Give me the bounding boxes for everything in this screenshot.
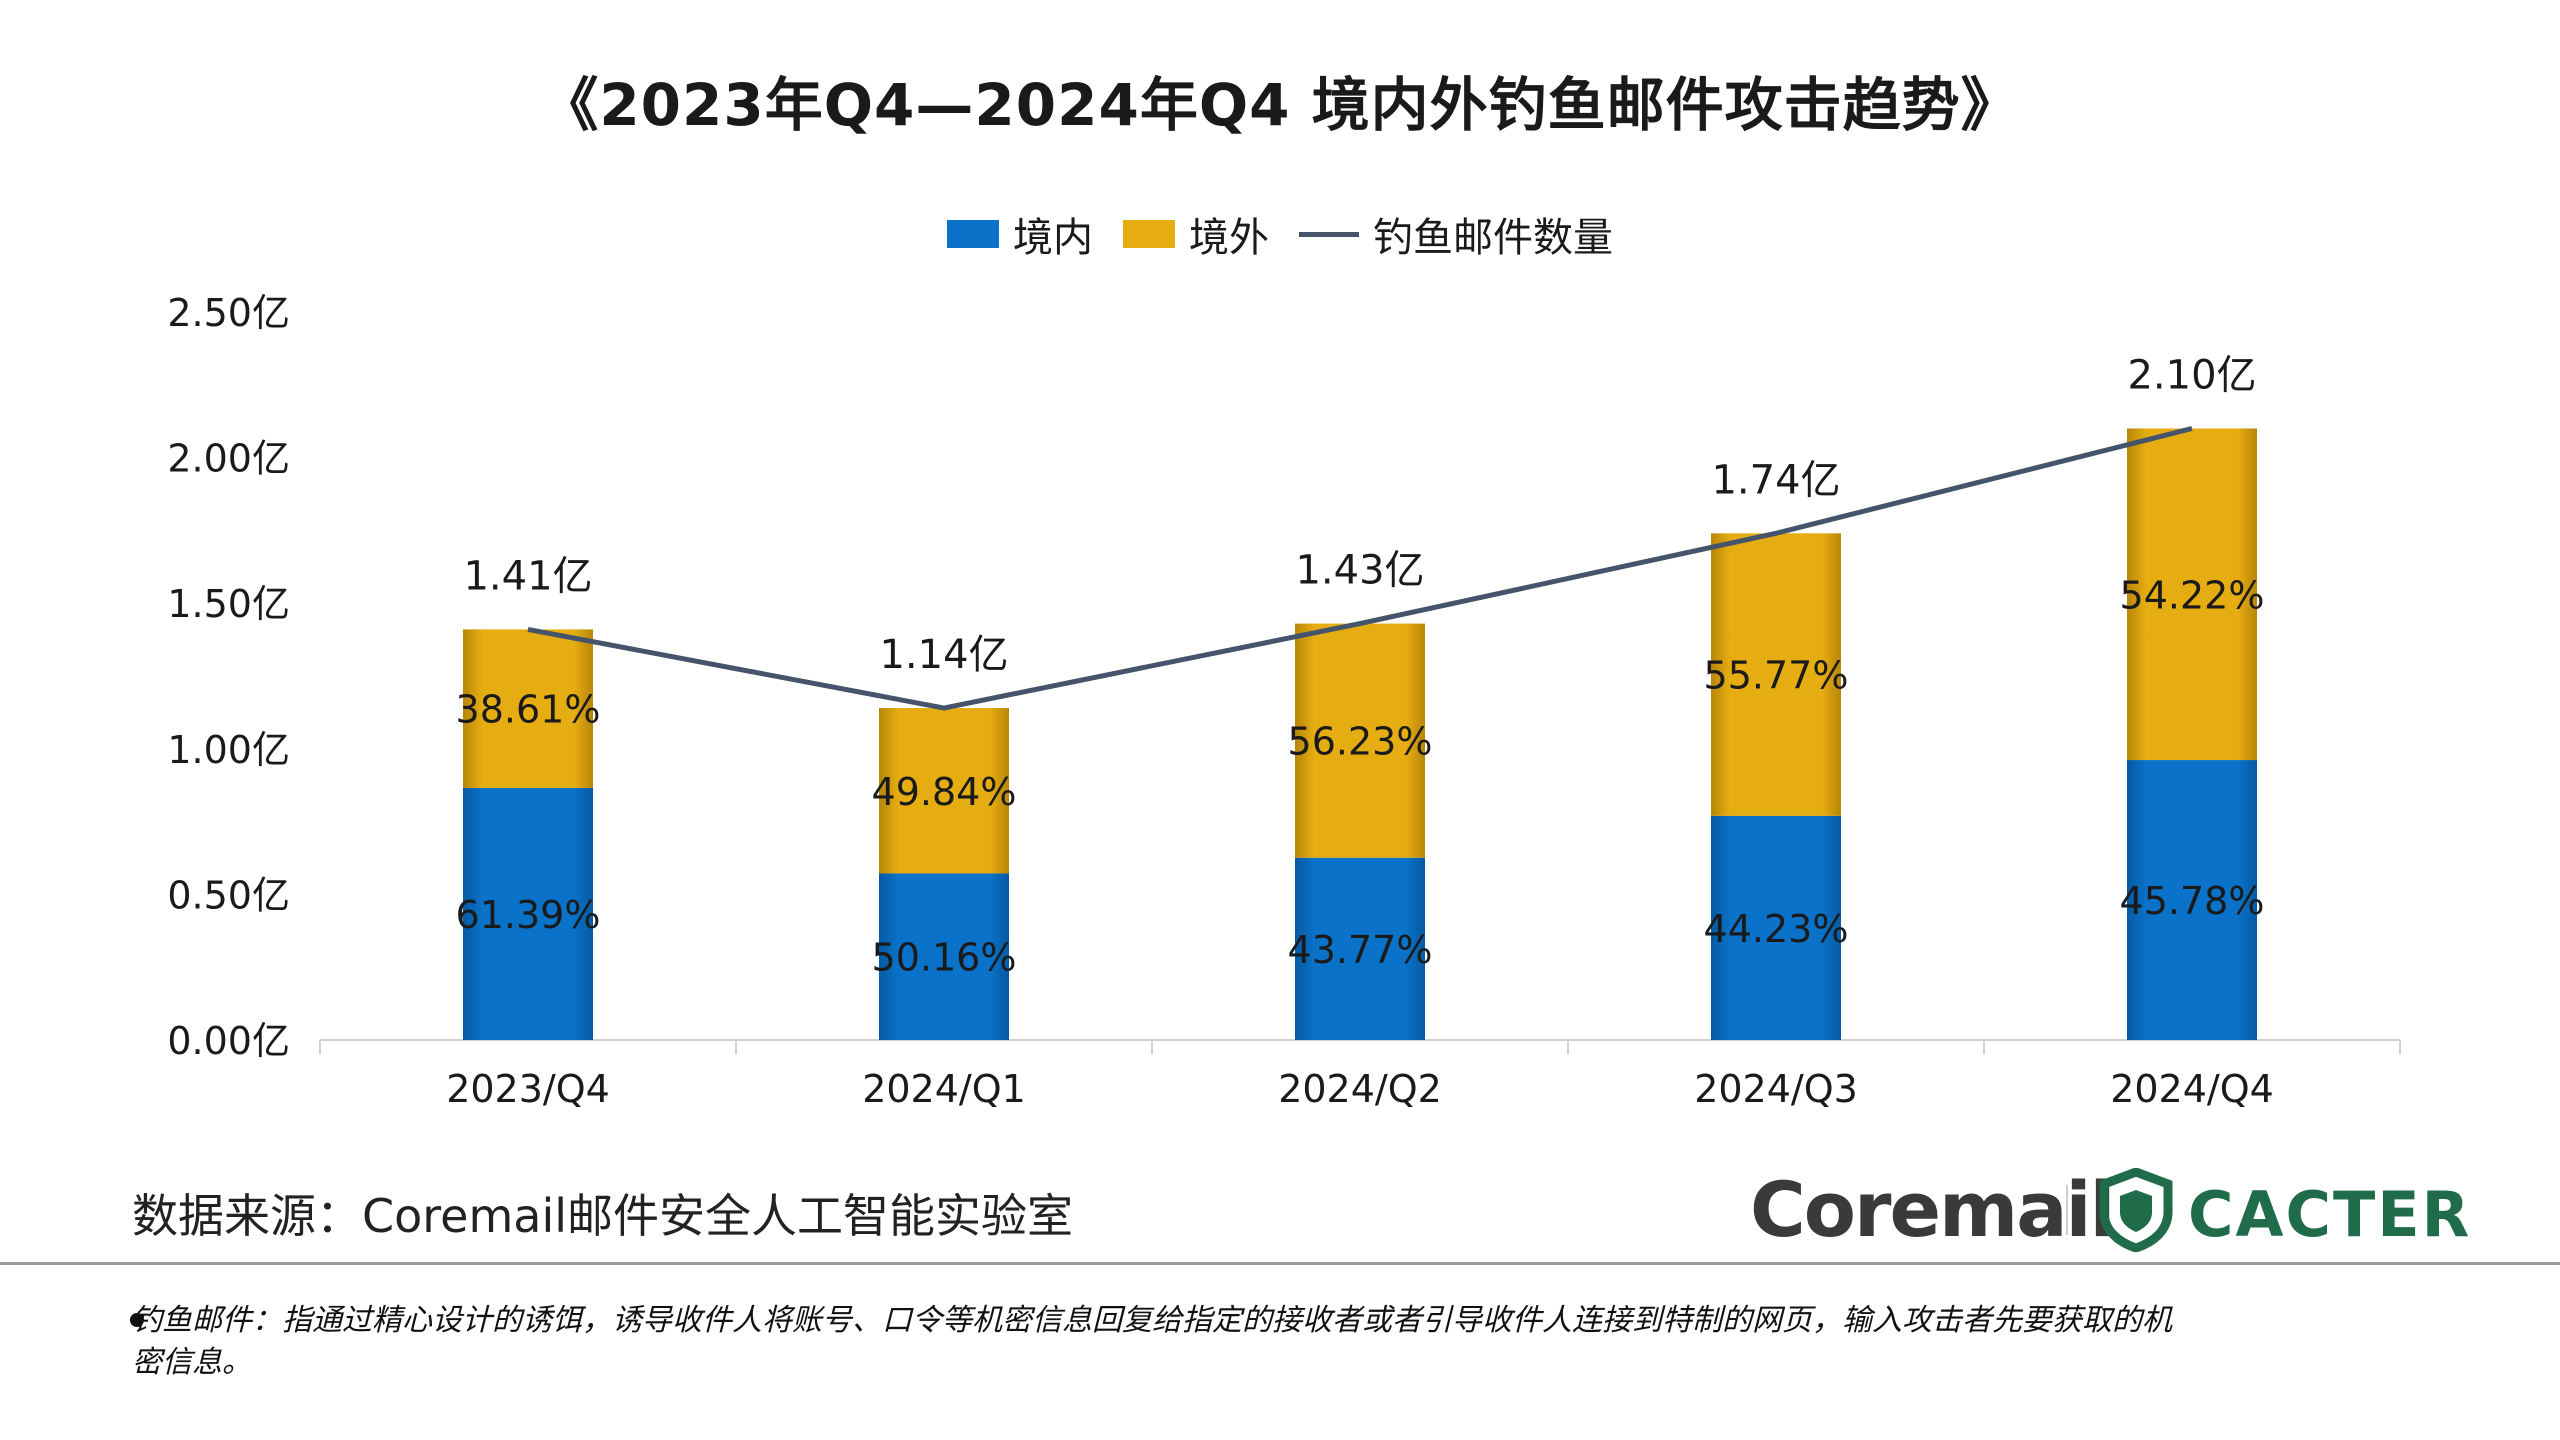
footer-rule bbox=[0, 1262, 2560, 1265]
cacter-shield-icon bbox=[2099, 1168, 2173, 1252]
x-tick-label: 2024/Q1 bbox=[862, 1067, 1026, 1111]
bar-foreign bbox=[2127, 428, 2257, 761]
data-label-domestic: 50.16% bbox=[872, 936, 1017, 980]
chart-legend: 境内 境外 钓鱼邮件数量 bbox=[0, 205, 2560, 263]
data-label-domestic: 61.39% bbox=[456, 893, 601, 937]
y-tick-label: 0.50亿 bbox=[167, 873, 290, 917]
data-label-domestic: 43.77% bbox=[1288, 928, 1433, 972]
line-data-label: 1.14亿 bbox=[879, 632, 1008, 678]
data-source: 数据来源：Coremail邮件安全人工智能实验室 bbox=[132, 1189, 1074, 1243]
bar-domestic bbox=[1711, 815, 1841, 1040]
x-tick-label: 2023/Q4 bbox=[446, 1067, 610, 1111]
footnote: 钓鱼邮件：指通过精心设计的诱饵，诱导收件人将账号、口令等机密信息回复给指定的接收… bbox=[132, 1303, 2172, 1380]
legend-item-foreign: 境外 bbox=[1123, 205, 1269, 263]
data-label-foreign: 54.22% bbox=[2120, 573, 2265, 617]
footnote-bullet bbox=[130, 1313, 144, 1327]
cacter-logo: CACTER bbox=[2188, 1178, 2472, 1251]
legend-label-total: 钓鱼邮件数量 bbox=[1373, 215, 1613, 261]
bar-foreign bbox=[463, 629, 593, 788]
legend-label-foreign: 境外 bbox=[1189, 215, 1269, 261]
data-label-foreign: 55.77% bbox=[1704, 654, 1849, 698]
legend-swatch-line bbox=[1299, 231, 1359, 237]
bar-foreign bbox=[879, 708, 1009, 874]
legend-label-domestic: 境内 bbox=[1013, 215, 1093, 261]
data-label-domestic: 44.23% bbox=[1704, 907, 1849, 951]
bar-foreign bbox=[1711, 533, 1841, 816]
legend-item-total: 钓鱼邮件数量 bbox=[1299, 205, 1613, 263]
y-tick-label: 1.50亿 bbox=[167, 582, 290, 626]
coremail-logo: Coremail bbox=[1750, 1165, 2116, 1254]
stacked-bar-line-chart: 0.00亿 0.50亿 1.00亿 1.50亿 2.00亿 2.50亿 61.39% 38.6… bbox=[167, 291, 2401, 1111]
legend-item-domestic: 境内 bbox=[947, 205, 1093, 263]
bar-foreign bbox=[1295, 623, 1425, 858]
y-tick-label: 0.00亿 bbox=[167, 1019, 290, 1063]
data-label-foreign: 56.23% bbox=[1288, 720, 1433, 764]
y-tick-label: 2.00亿 bbox=[167, 437, 290, 481]
bar-domestic bbox=[463, 787, 593, 1040]
bar-domestic bbox=[1295, 857, 1425, 1040]
x-tick-label: 2024/Q3 bbox=[1694, 1067, 1858, 1111]
data-label-foreign: 38.61% bbox=[456, 688, 601, 732]
y-tick-label: 2.50亿 bbox=[167, 291, 290, 335]
line-data-label: 2.10亿 bbox=[2127, 352, 2256, 398]
logo-divider bbox=[2066, 1185, 2068, 1235]
chart-title: 《2023年Q4—2024年Q4 境内外钓鱼邮件攻击趋势》 bbox=[540, 71, 2020, 139]
data-label-foreign: 49.84% bbox=[872, 770, 1017, 814]
bar-domestic bbox=[2127, 760, 2257, 1040]
bar-domestic bbox=[879, 873, 1009, 1040]
line-data-label: 1.41亿 bbox=[463, 553, 592, 599]
data-label-domestic: 45.78% bbox=[2120, 879, 2265, 923]
legend-swatch-domestic bbox=[947, 220, 999, 248]
line-data-label: 1.74亿 bbox=[1711, 457, 1840, 503]
x-tick-label: 2024/Q4 bbox=[2110, 1067, 2274, 1111]
y-tick-label: 1.00亿 bbox=[167, 728, 290, 772]
line-data-label: 1.43亿 bbox=[1295, 548, 1424, 594]
x-tick-label: 2024/Q2 bbox=[1278, 1067, 1442, 1111]
legend-swatch-foreign bbox=[1123, 220, 1175, 248]
